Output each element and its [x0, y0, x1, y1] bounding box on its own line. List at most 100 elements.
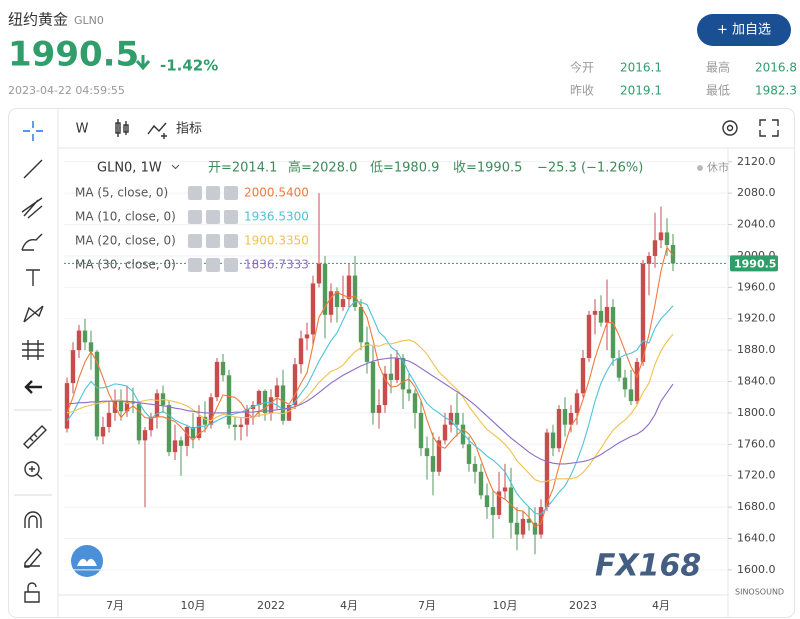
candle-body: [118, 401, 124, 412]
legend-icon[interactable]: [224, 234, 238, 248]
indicator-button[interactable]: 指标: [176, 122, 202, 137]
legend-icon[interactable]: [206, 210, 220, 224]
candle-body: [532, 522, 538, 535]
logo-mark: [77, 558, 97, 566]
down-arrow: [135, 55, 151, 71]
candle-body: [364, 342, 370, 362]
fib-tool[interactable]: [21, 197, 43, 219]
legend-icon[interactable]: [224, 210, 238, 224]
instrument-symbol: GLN0: [74, 14, 104, 27]
candle-body: [670, 244, 676, 264]
legend-icon[interactable]: [188, 234, 202, 248]
crosshair-tool[interactable]: [23, 121, 43, 141]
legend-name: MA (10, close, 0): [75, 210, 176, 224]
candle-body: [496, 491, 502, 515]
measure-tool[interactable]: [22, 340, 44, 360]
candle-body: [658, 232, 664, 241]
legend-icon[interactable]: [188, 258, 202, 272]
ma-line: [66, 300, 674, 515]
candle-body: [358, 306, 364, 343]
text-tool[interactable]: [26, 269, 40, 286]
legend-icon[interactable]: [206, 234, 220, 248]
legend-name: MA (5, close, 0): [75, 186, 168, 200]
y-tick-label: 1680.0: [737, 500, 776, 513]
y-tick-label: 1800.0: [737, 406, 776, 419]
dropdown-icon: [171, 164, 180, 170]
candle-body: [202, 416, 208, 425]
candle-body: [124, 401, 130, 412]
fullscreen-button[interactable]: [759, 119, 779, 137]
candle-body: [454, 412, 460, 425]
candle-body: [310, 283, 316, 335]
candle-body: [400, 357, 406, 390]
candle-body: [592, 310, 598, 315]
candle-body: [274, 385, 280, 398]
x-tick-label: 4月: [340, 599, 358, 612]
legend-icon[interactable]: [206, 258, 220, 272]
candle-body: [334, 291, 340, 307]
pattern-tool[interactable]: [23, 305, 44, 323]
candle-body: [622, 377, 628, 390]
stat-label: 最低: [706, 84, 730, 98]
y-tick-label: 1880.0: [737, 343, 776, 356]
left-toolbar: [14, 121, 52, 603]
timestamp: 2023-04-22 04:59:55: [8, 84, 125, 97]
candle-body: [616, 357, 622, 378]
ruler-tool[interactable]: [23, 425, 47, 449]
legend-icon[interactable]: [206, 186, 220, 200]
candle-body: [100, 427, 106, 437]
candle-body: [418, 412, 424, 449]
y-tick-label: 1760.0: [737, 437, 776, 450]
candle-body: [406, 389, 412, 394]
candle-body: [142, 430, 148, 441]
legend-icon[interactable]: [224, 186, 238, 200]
candle-body: [340, 299, 346, 307]
zoom-tool[interactable]: [24, 461, 40, 477]
watermark: FX168: [595, 549, 701, 584]
unlock-tool[interactable]: [24, 582, 40, 603]
candle-body: [298, 338, 304, 365]
change-percent: -1.42%: [160, 57, 218, 75]
add-watchlist-button[interactable]: + 加自选: [697, 14, 791, 46]
candle-body: [382, 373, 388, 406]
stat-value: 2016.8: [755, 61, 797, 75]
interval-button[interactable]: W: [76, 122, 89, 137]
candle-body: [574, 393, 580, 413]
x-tick-label: 7月: [418, 599, 436, 612]
brush-tool[interactable]: [21, 233, 43, 251]
stat-value: 1982.3: [755, 84, 797, 98]
legend-icon[interactable]: [188, 210, 202, 224]
ohlc-label: 收=1990.5: [453, 161, 522, 176]
logo: [71, 545, 103, 577]
candle-body: [262, 390, 268, 413]
back-tool[interactable]: [24, 380, 42, 394]
button-label: + 加自选: [717, 23, 771, 38]
y-tick-label: 2080.0: [737, 186, 776, 199]
magnet-tool[interactable]: [24, 511, 42, 528]
y-tick-label: 1640.0: [737, 531, 776, 544]
x-tick-label: 4月: [652, 599, 670, 612]
candle-body: [502, 487, 508, 492]
lock-draw-tool[interactable]: [24, 547, 42, 568]
status-label: 休市: [707, 160, 729, 174]
legend-icon[interactable]: [224, 258, 238, 272]
chart-style-button[interactable]: [115, 119, 129, 137]
ma-line: [66, 333, 674, 483]
x-tick-label: 2023: [569, 599, 597, 612]
legend-name: MA (30, close, 0): [75, 258, 176, 272]
legend-value: 2000.5400: [244, 186, 309, 200]
candle-body: [628, 389, 634, 402]
candle-body: [514, 522, 520, 535]
instrument-name: 纽约黄金: [8, 11, 68, 29]
settings-button[interactable]: [722, 120, 738, 136]
candle-body: [544, 432, 550, 508]
candle-body: [484, 495, 490, 508]
y-tick-label: 2120.0: [737, 155, 776, 168]
legend-icon[interactable]: [188, 186, 202, 200]
candle-body: [370, 361, 376, 413]
candle-body: [640, 263, 646, 362]
candle-body: [64, 383, 70, 429]
candle-body: [322, 263, 328, 315]
candle-body: [652, 240, 658, 256]
line-tool[interactable]: [23, 159, 43, 179]
